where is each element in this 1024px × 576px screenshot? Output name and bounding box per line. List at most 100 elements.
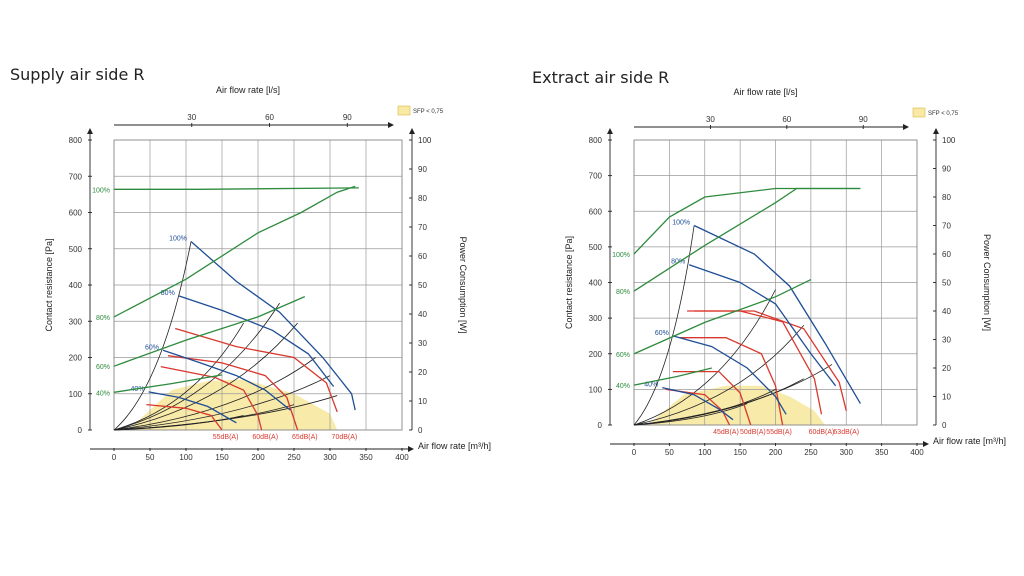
x-axis-arrow [923, 441, 929, 447]
x-tick-label: 250 [804, 448, 818, 457]
power-curve [113, 185, 356, 318]
power-curve-label: 100% [92, 187, 110, 194]
y-tick-label: 0 [598, 421, 603, 430]
noise-curve [146, 403, 223, 431]
x2-tick-label: 30 [187, 113, 196, 122]
noise-label: 55dB(A) [766, 429, 792, 436]
x-tick-label: 400 [395, 453, 409, 462]
pressure-curve [178, 295, 335, 387]
noise-label: 60dB(A) [809, 429, 835, 436]
system-curve [113, 322, 298, 431]
chart-1: Supply air side R0 50 100 150 200 250 300 350 40… [10, 65, 491, 462]
y2-axis-title: Power Consumption [W] [982, 234, 992, 331]
noise-label: 45dB(A) [713, 429, 739, 436]
legend-label: SFP < 0,75 [928, 111, 959, 117]
y2-axis-arrow [933, 128, 939, 134]
y2-axis-arrow [409, 128, 415, 134]
y2-tick-label: 80 [942, 193, 951, 202]
noise-curve [694, 310, 847, 411]
power-curve-label: 80% [96, 315, 110, 322]
legend-swatch [912, 107, 926, 118]
power-curve [113, 296, 306, 367]
y-tick-label: 400 [589, 279, 603, 288]
x2-tick-label: 30 [706, 115, 715, 124]
y-tick-label: 0 [78, 426, 83, 435]
system-curve [113, 357, 316, 431]
chart-title: Extract air side R [532, 68, 669, 87]
noise-label: 55dB(A) [213, 434, 239, 441]
y-tick-label: 500 [589, 243, 603, 252]
system-curve [633, 324, 805, 426]
pressure-curve [148, 391, 237, 424]
x2-tick-label: 90 [343, 113, 352, 122]
y2-tick-label: 0 [418, 426, 423, 435]
y-tick-label: 400 [69, 281, 83, 290]
y2-tick-label: 50 [942, 279, 951, 288]
pressure-curve [662, 386, 734, 421]
power-curve-label: 60% [96, 364, 110, 371]
noise-curve [175, 327, 338, 413]
pressure-curve [190, 241, 356, 411]
noise-label: 50dB(A) [740, 429, 766, 436]
x-axis-title: Air flow rate [m³/h] [418, 441, 491, 451]
noise-label: 65dB(A) [292, 434, 318, 441]
y-tick-label: 100 [69, 390, 83, 399]
system-curve [113, 415, 244, 431]
y2-tick-label: 10 [942, 393, 951, 402]
system-curve [633, 403, 748, 426]
noise-curve [680, 337, 784, 426]
x2-axis-arrow [388, 122, 394, 128]
x-tick-label: 50 [146, 453, 155, 462]
x2-tick-label: 60 [782, 115, 791, 124]
power-curve [113, 374, 223, 393]
system-curve [113, 375, 331, 431]
y-axis-title: Contact resistance [Pa] [44, 238, 54, 331]
x-tick-label: 250 [287, 453, 301, 462]
x-tick-label: 0 [632, 448, 637, 457]
y2-tick-label: 50 [418, 281, 427, 290]
x-tick-label: 100 [179, 453, 193, 462]
power-curve-label: 40% [96, 390, 110, 397]
y2-tick-label: 60 [942, 250, 951, 259]
power-curve [633, 187, 861, 255]
noise-label: 63dB(A) [833, 429, 859, 436]
y2-tick-label: 20 [942, 364, 951, 373]
y2-tick-label: 60 [418, 252, 427, 261]
pressure-curve-label: 100% [672, 220, 690, 227]
pressure-curve-label: 80% [161, 290, 175, 297]
legend-swatch [397, 105, 411, 116]
y-tick-label: 700 [589, 172, 603, 181]
pressure-curve-label: 100% [169, 236, 187, 243]
noise-curve [160, 365, 263, 431]
sfp-region [128, 379, 338, 430]
chart-title: Supply air side R [10, 65, 145, 84]
y-tick-label: 100 [589, 385, 603, 394]
x-tick-label: 150 [733, 448, 747, 457]
pressure-curve-label: 60% [145, 344, 159, 351]
x2-tick-label: 60 [265, 113, 274, 122]
power-curve [114, 187, 359, 190]
y-tick-label: 600 [589, 207, 603, 216]
noise-label: 60dB(A) [252, 434, 278, 441]
system-curve [113, 241, 192, 431]
x-axis-title: Air flow rate [m³/h] [933, 436, 1006, 446]
y-tick-label: 300 [69, 317, 83, 326]
x-tick-label: 0 [112, 453, 117, 462]
x-tick-label: 300 [840, 448, 854, 457]
y-axis-title: Contact resistance [Pa] [564, 236, 574, 329]
noise-curve [167, 355, 299, 431]
x-tick-label: 100 [698, 448, 712, 457]
y2-tick-label: 40 [942, 307, 951, 316]
pressure-curve [693, 224, 861, 404]
y2-tick-label: 80 [418, 194, 427, 203]
x2-axis-title: Air flow rate [l/s] [216, 85, 280, 95]
y-tick-label: 600 [69, 209, 83, 218]
y2-tick-label: 40 [418, 310, 427, 319]
power-curve [633, 279, 812, 355]
pressure-curve [672, 335, 787, 415]
y-tick-label: 200 [69, 354, 83, 363]
power-curve-label: 60% [616, 352, 630, 359]
pressure-curve-label: 40% [644, 382, 658, 389]
y2-tick-label: 30 [942, 336, 951, 345]
